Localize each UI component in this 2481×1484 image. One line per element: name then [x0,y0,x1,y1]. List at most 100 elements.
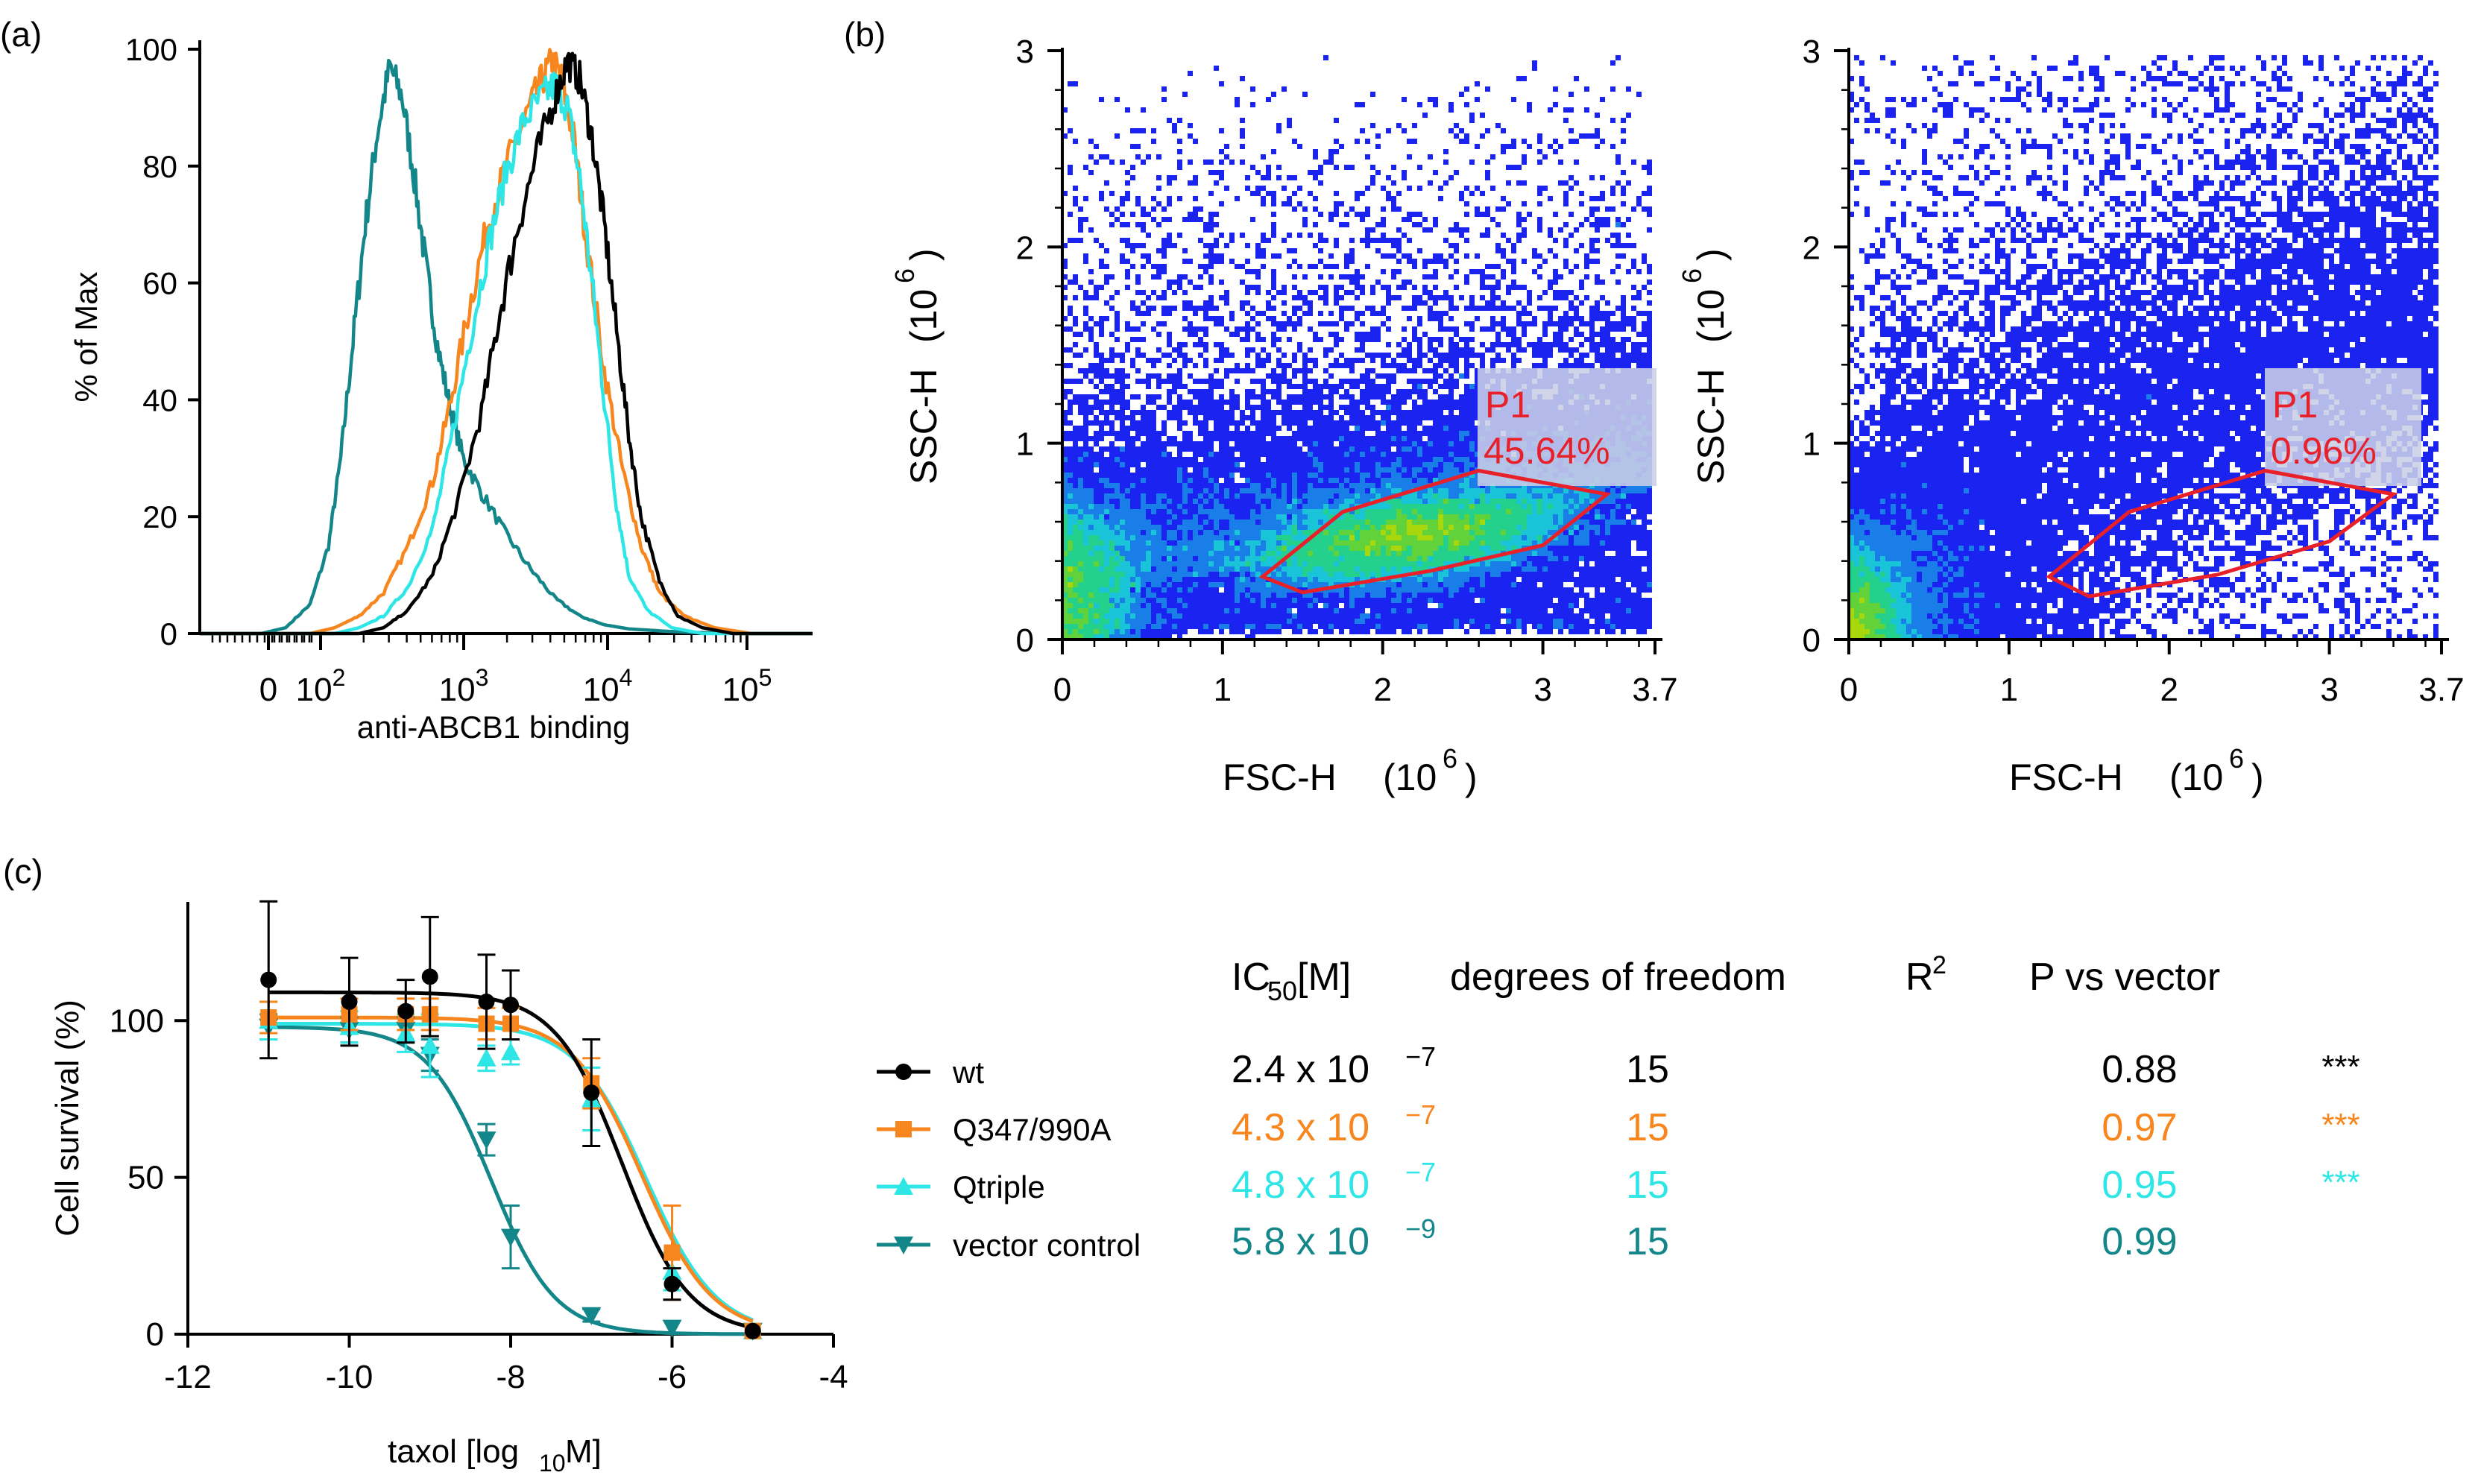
event-density-cell [1355,608,1360,613]
event-density-cell [1365,493,1370,499]
event-density-cell [1078,577,1083,582]
event-density-cell [1156,598,1161,603]
event-density-cell [1610,572,1615,577]
event-density-cell [1287,572,1292,577]
event-density-cell [1438,420,1443,426]
event-density-cell [1407,436,1412,441]
event-density-cell [1626,546,1631,551]
event-density-cell [1448,410,1454,415]
event-density-cell [1099,426,1104,431]
event-density-cell [1146,509,1151,514]
event-density-cell [1469,410,1475,415]
event-density-cell [1214,478,1219,483]
event-density-cell [1448,415,1454,420]
event-density-cell [1600,593,1605,598]
event-density-cell [1198,556,1203,561]
event-density-cell [1542,499,1548,504]
event-density-cell [1062,514,1068,520]
event-density-cell [1188,613,1193,619]
event-density-cell [1245,582,1250,587]
event-density-cell [1308,514,1313,520]
event-density-cell [1475,561,1480,566]
event-density-cell [1516,535,1522,540]
event-density-cell [1522,551,1527,556]
event-density-cell [1313,525,1318,530]
event-density-cell [1323,483,1328,488]
event-density-cell [1459,394,1464,400]
event-density-cell [1412,426,1417,431]
event-density-cell [1407,629,1412,634]
event-density-cell [1558,587,1563,593]
event-density-cell [1203,619,1208,624]
event-density-cell [1631,488,1636,493]
event-density-cell [1219,410,1224,415]
event-density-cell [1214,540,1219,546]
event-density-cell [1203,483,1208,488]
event-density-cell [1078,608,1083,613]
event-density-cell [1579,551,1584,556]
event-density-cell [1381,415,1386,420]
event-density-cell [1182,473,1188,478]
event-density-cell [1407,561,1412,566]
event-density-cell [1287,420,1292,426]
event-density-cell [1088,619,1094,624]
event-density-cell [1235,577,1240,582]
event-density-cell [1156,613,1161,619]
event-density-cell [1355,462,1360,467]
event-density-cell [1062,415,1068,420]
event-density-cell [1323,546,1328,551]
event-density-cell [1595,535,1600,540]
event-density-cell [1328,441,1334,446]
event-density-cell [1115,593,1120,598]
event-density-cell [1146,473,1151,478]
event-density-cell [1495,514,1501,520]
event-density-cell [1537,613,1542,619]
event-density-cell [1344,577,1349,582]
event-density-cell [1584,504,1589,509]
event-density-cell [1120,546,1125,551]
event-density-cell [1271,457,1276,462]
event-density-cell [1141,598,1146,603]
event-density-cell [1412,473,1417,478]
event-density-cell [1135,561,1141,566]
event-density-cell [1214,426,1219,431]
event-density-cell [1282,483,1287,488]
event-density-cell [1214,499,1219,504]
event-density-cell [1261,504,1266,509]
event-density-cell [1375,420,1381,426]
event-density-cell [1141,426,1146,431]
event-density-cell [1182,520,1188,525]
event-density-cell [1417,415,1422,420]
event-density-cell [1302,431,1308,436]
event-density-cell [1391,535,1396,540]
event-density-cell [1125,566,1130,572]
event-density-cell [1167,410,1172,415]
event-density-cell [1115,587,1120,593]
event-density-cell [1396,478,1402,483]
event-density-cell [1391,572,1396,577]
event-density-cell [1600,619,1605,624]
event-density-cell [1135,504,1141,509]
event-density-cell [1115,582,1120,587]
event-density-cell [1125,457,1130,462]
event-density-cell [1302,572,1308,577]
event-density-cell [1464,415,1469,420]
x-tick-0: 0 [259,672,277,708]
event-density-cell [1621,582,1626,587]
event-density-cell [1167,473,1172,478]
event-density-cell [1600,608,1605,613]
event-density-cell [1229,525,1235,530]
event-density-cell [1073,556,1078,561]
event-density-cell [1318,509,1323,514]
event-density-cell [1334,473,1339,478]
event-density-cell [1553,587,1558,593]
event-density-cell [1610,530,1615,535]
event-density-cell [1208,457,1214,462]
event-density-cell [1266,587,1271,593]
event-density-cell [1553,509,1558,514]
event-density-cell [1615,613,1621,619]
event-density-cell [1323,431,1328,436]
event-density-cell [1073,509,1078,514]
event-density-cell [1433,504,1438,509]
event-density-cell [1083,608,1088,613]
